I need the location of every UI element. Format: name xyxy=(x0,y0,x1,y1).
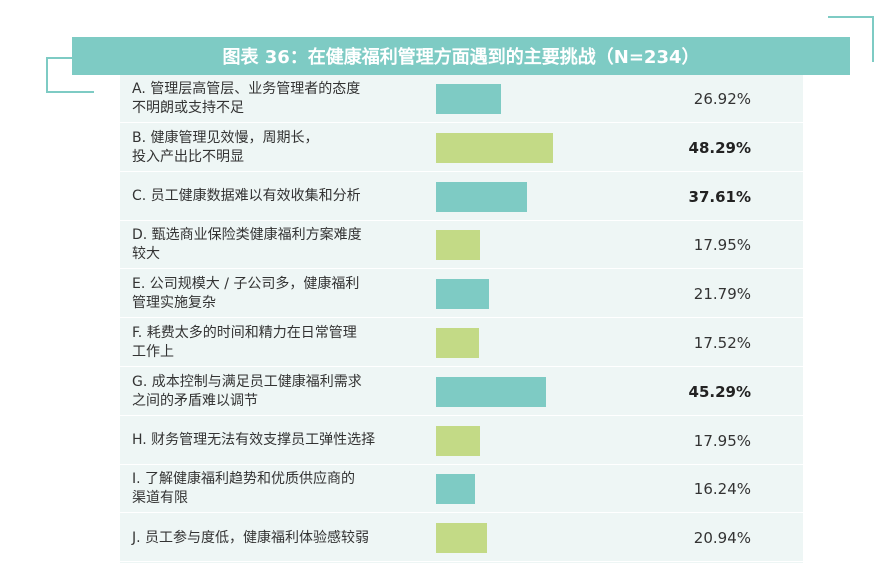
bar-row: B. 健康管理见效慢，周期长， 投入产出比不明显 48.29% xyxy=(120,124,803,172)
value-label: 20.94% xyxy=(693,529,751,548)
bar-row: E. 公司规模大 / 子公司多，健康福利 管理实施复杂 21.79% xyxy=(120,270,803,319)
value-label: 17.95% xyxy=(693,236,751,255)
bar xyxy=(436,279,489,310)
bar xyxy=(436,230,480,261)
bar xyxy=(436,328,479,358)
bar-row: C. 员工健康数据难以有效收集和分析 37.61% xyxy=(120,173,803,221)
value-label: 37.61% xyxy=(688,187,751,206)
bar-row: F. 耗费太多的时间和精力在日常管理 工作上 17.52% xyxy=(120,319,803,367)
value-label: 17.52% xyxy=(693,334,751,352)
category-label: A. 管理层高管层、业务管理者的态度 不明朗或支持不足 xyxy=(132,81,361,116)
bar-row: G. 成本控制与满足员工健康福利需求 之间的矛盾难以调节 45.29% xyxy=(120,368,803,416)
value-label: 16.24% xyxy=(693,480,751,499)
value-label: 45.29% xyxy=(688,382,751,401)
value-label: 21.79% xyxy=(693,285,751,304)
category-label: J. 员工参与度低，健康福利体验感较弱 xyxy=(132,529,370,546)
category-label: G. 成本控制与满足员工健康福利需求 之间的矛盾难以调节 xyxy=(132,373,362,409)
bar xyxy=(436,474,476,505)
value-label: 26.92% xyxy=(693,90,751,108)
category-label: D. 甄选商业保险类健康福利方案难度 较大 xyxy=(132,227,362,263)
bar xyxy=(436,523,487,554)
bar-row: A. 管理层高管层、业务管理者的态度 不明朗或支持不足 26.92% xyxy=(120,75,803,123)
bar-row: I. 了解健康福利趋势和优质供应商的 渠道有限 16.24% xyxy=(120,465,803,514)
category-label: H. 财务管理无法有效支撑员工弹性选择 xyxy=(132,432,376,449)
bar-row: D. 甄选商业保险类健康福利方案难度 较大 17.95% xyxy=(120,221,803,270)
decorative-frame-left xyxy=(46,57,94,93)
decorative-frame-right xyxy=(828,16,874,62)
bar-row: J. 员工参与度低，健康福利体验感较弱 20.94% xyxy=(120,514,803,563)
value-label: 48.29% xyxy=(688,138,751,157)
category-label: I. 了解健康福利趋势和优质供应商的 渠道有限 xyxy=(132,471,356,507)
bar xyxy=(436,376,547,407)
category-label: C. 员工健康数据难以有效收集和分析 xyxy=(132,188,361,205)
category-label: B. 健康管理见效慢，周期长， 投入产出比不明显 xyxy=(132,129,319,165)
category-label: E. 公司规模大 / 子公司多，健康福利 管理实施复杂 xyxy=(132,276,360,312)
bar xyxy=(436,425,480,456)
bar-row: H. 财务管理无法有效支撑员工弹性选择 17.95% xyxy=(120,417,803,465)
bar xyxy=(436,181,528,212)
bar xyxy=(436,132,554,163)
chart-title: 图表 36：在健康福利管理方面遇到的主要挑战（N=234） xyxy=(72,37,850,75)
value-label: 17.95% xyxy=(693,431,751,450)
bar xyxy=(436,84,502,114)
category-label: F. 耗费太多的时间和精力在日常管理 工作上 xyxy=(132,325,357,360)
